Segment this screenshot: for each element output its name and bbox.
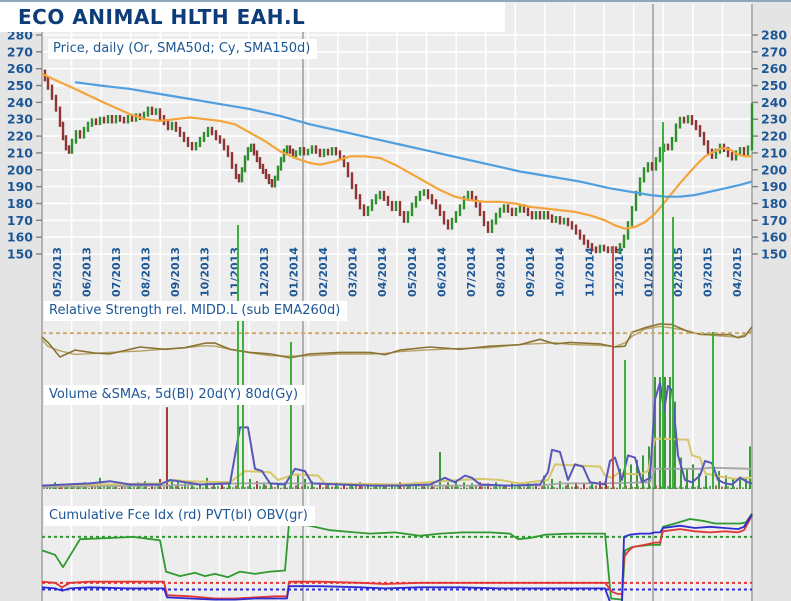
svg-text:07/2014: 07/2014 bbox=[465, 247, 478, 297]
pvt-line bbox=[41, 514, 753, 601]
svg-text:150: 150 bbox=[7, 247, 33, 262]
volume-sma80-line bbox=[41, 466, 753, 488]
svg-text:04/2015: 04/2015 bbox=[731, 247, 744, 297]
svg-text:12/2014: 12/2014 bbox=[613, 247, 626, 297]
relative-strength-panel-label: Relative Strength rel. MIDD.L (sub EMA26… bbox=[44, 301, 348, 321]
price-sma150-line bbox=[74, 81, 753, 198]
svg-text:190: 190 bbox=[7, 179, 33, 194]
svg-text:170: 170 bbox=[761, 213, 787, 228]
svg-text:180: 180 bbox=[7, 196, 33, 211]
svg-text:08/2013: 08/2013 bbox=[140, 247, 153, 297]
svg-text:02/2014: 02/2014 bbox=[317, 247, 330, 297]
obv-line bbox=[41, 512, 753, 601]
svg-text:03/2014: 03/2014 bbox=[347, 247, 360, 297]
price-sma50-line bbox=[41, 72, 752, 230]
svg-text:03/2015: 03/2015 bbox=[702, 247, 715, 297]
price-panel-label: Price, daily (Or, SMA50d; Cy, SMA150d) bbox=[48, 39, 318, 59]
svg-text:220: 220 bbox=[761, 129, 787, 144]
svg-text:240: 240 bbox=[761, 95, 787, 110]
svg-text:260: 260 bbox=[761, 61, 787, 76]
svg-text:270: 270 bbox=[7, 44, 33, 59]
svg-text:150: 150 bbox=[761, 247, 787, 262]
svg-text:210: 210 bbox=[761, 145, 787, 160]
svg-text:10/2013: 10/2013 bbox=[199, 247, 212, 297]
svg-text:08/2014: 08/2014 bbox=[495, 247, 508, 297]
svg-text:220: 220 bbox=[7, 129, 33, 144]
force-index-line bbox=[41, 515, 753, 600]
price-grid bbox=[42, 34, 752, 255]
svg-text:12/2013: 12/2013 bbox=[258, 247, 271, 297]
svg-text:05/2013: 05/2013 bbox=[51, 247, 64, 297]
svg-text:180: 180 bbox=[761, 196, 787, 211]
svg-text:240: 240 bbox=[7, 95, 33, 110]
svg-text:280: 280 bbox=[761, 28, 787, 43]
volume-sma5-line bbox=[41, 381, 753, 487]
svg-text:05/2014: 05/2014 bbox=[406, 247, 419, 297]
svg-text:200: 200 bbox=[7, 162, 33, 177]
svg-text:190: 190 bbox=[761, 179, 787, 194]
svg-text:160: 160 bbox=[7, 230, 33, 245]
volume-panel-label: Volume &SMAs, 5d(Bl) 20d(Y) 80d(Gy) bbox=[44, 385, 306, 405]
svg-text:06/2014: 06/2014 bbox=[435, 247, 448, 297]
svg-text:170: 170 bbox=[7, 213, 33, 228]
svg-text:230: 230 bbox=[761, 112, 787, 127]
x-axis-labels: 05/2013 06/2013 07/2013 08/2013 09/2013 10/20… bbox=[51, 247, 744, 297]
svg-text:10/2014: 10/2014 bbox=[554, 247, 567, 297]
svg-text:04/2014: 04/2014 bbox=[376, 247, 389, 297]
svg-text:210: 210 bbox=[7, 145, 33, 160]
cumulative-panel-label: Cumulative Fce Idx (rd) PVT(bl) OBV(gr) bbox=[44, 506, 315, 526]
price-candles bbox=[43, 69, 754, 254]
svg-text:200: 200 bbox=[761, 162, 787, 177]
svg-text:11/2014: 11/2014 bbox=[583, 247, 596, 297]
relative-strength-lines bbox=[41, 323, 753, 359]
svg-text:230: 230 bbox=[7, 112, 33, 127]
page-title: ECO ANIMAL HLTH EAH.L bbox=[18, 5, 306, 29]
svg-text:270: 270 bbox=[761, 44, 787, 59]
svg-text:06/2013: 06/2013 bbox=[80, 247, 93, 297]
svg-text:11/2013: 11/2013 bbox=[228, 247, 241, 297]
svg-text:260: 260 bbox=[7, 61, 33, 76]
event-lines bbox=[237, 122, 714, 489]
svg-text:01/2015: 01/2015 bbox=[642, 247, 655, 297]
svg-text:01/2014: 01/2014 bbox=[287, 247, 300, 297]
svg-text:09/2013: 09/2013 bbox=[169, 247, 182, 297]
svg-text:250: 250 bbox=[761, 78, 787, 93]
title-bar: ECO ANIMAL HLTH EAH.L bbox=[0, 2, 505, 32]
svg-text:09/2014: 09/2014 bbox=[524, 247, 537, 297]
svg-text:07/2013: 07/2013 bbox=[110, 247, 123, 297]
svg-text:250: 250 bbox=[7, 78, 33, 93]
svg-text:02/2015: 02/2015 bbox=[672, 247, 685, 297]
svg-text:160: 160 bbox=[761, 230, 787, 245]
